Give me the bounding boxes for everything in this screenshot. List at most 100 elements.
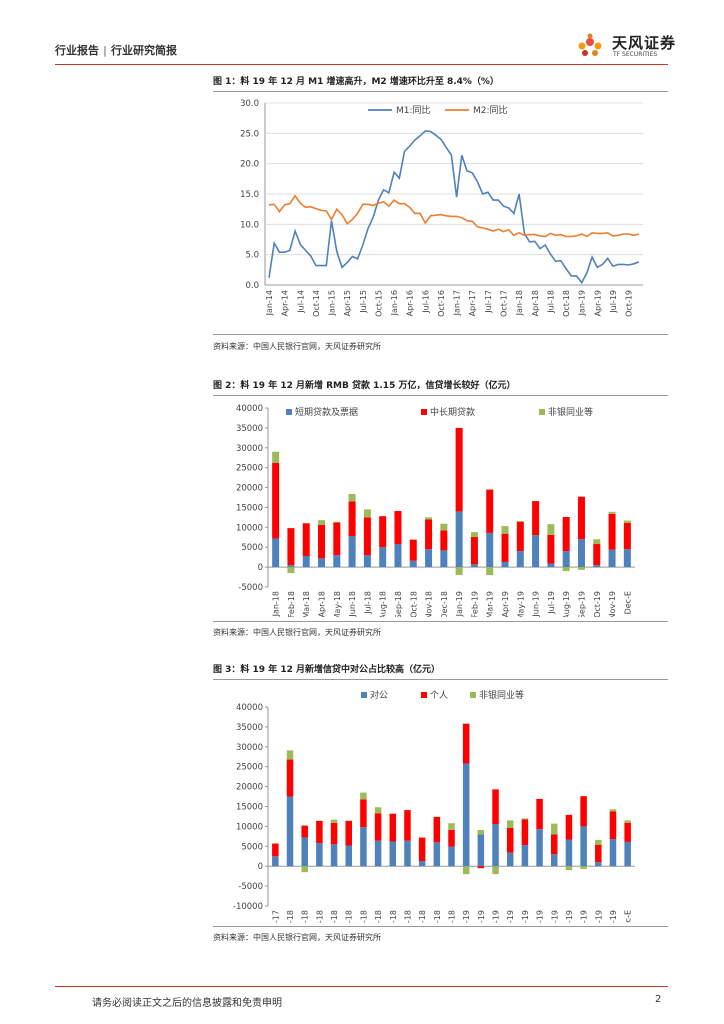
bar-segment (379, 516, 387, 548)
figure-2-bottom-rule (213, 621, 668, 622)
x-tick-label: Jun-19 (536, 910, 545, 923)
legend-swatch (361, 692, 367, 698)
y-tick-label: 5000 (241, 842, 263, 852)
x-tick-label: Jan-17 (453, 290, 462, 316)
y-tick-label: 10.0 (240, 220, 259, 230)
bar-segment (506, 820, 514, 828)
x-tick-label: Oct-14 (312, 290, 321, 317)
bar-segment (360, 827, 367, 867)
bar-segment (565, 839, 573, 867)
bar-segment (455, 567, 463, 576)
bar-segment (516, 520, 524, 522)
x-tick-label: Jul-15 (359, 290, 368, 314)
figure-1-bottom-rule (213, 334, 668, 335)
bar-segment (462, 866, 470, 875)
page-number: 2 (655, 994, 662, 1005)
x-tick-label: Feb-18 (301, 910, 310, 923)
bar-segment (470, 536, 478, 565)
bar-segment (608, 549, 616, 568)
bar-segment (516, 551, 524, 568)
x-tick-label: Dec-E (623, 591, 632, 614)
bar-segment (404, 810, 411, 841)
x-tick-label: Jul-19 (609, 290, 618, 314)
bar-segment (492, 866, 499, 875)
y-tick-label: 5.0 (245, 251, 259, 261)
x-tick-label: Dec-17 (271, 910, 280, 923)
legend-swatch (470, 692, 476, 698)
y-tick-label: 25.0 (240, 129, 259, 139)
bar-segment (486, 532, 494, 568)
bar-segment (301, 866, 308, 873)
x-tick-label: Jan-18 (515, 290, 524, 316)
x-tick-label: Jun-18 (359, 910, 368, 923)
bar-segment (547, 534, 555, 564)
figure-2-top-rule (213, 395, 668, 396)
legend-swatch (421, 409, 427, 415)
bar-segment (316, 843, 323, 867)
bar-segment (318, 558, 326, 568)
header-report-subtype: 行业研究简报 (111, 44, 178, 57)
x-tick-label: Apr-14 (281, 290, 290, 316)
bar-segment (595, 844, 602, 863)
x-tick-label: Oct-18 (562, 290, 571, 317)
bar-segment (286, 750, 294, 760)
bar-segment (516, 521, 524, 552)
y-tick-label: 25000 (236, 464, 263, 474)
bar-segment (547, 563, 555, 568)
figure-1-title: 图 1：料 19 年 12 月 M1 增速高升，M2 增速环比升至 8.4%（%… (213, 77, 499, 87)
bar-segment (470, 564, 478, 568)
x-tick-label: Oct-15 (374, 290, 383, 317)
bar-segment (272, 843, 279, 857)
bar-segment (501, 533, 509, 562)
x-tick-label: Jul-16 (421, 290, 430, 314)
y-tick-label: 30000 (236, 444, 263, 454)
bar-segment (330, 819, 338, 823)
x-tick-label: Dec-18 (440, 591, 449, 617)
x-tick-label: Jul-14 (296, 290, 305, 314)
bar-segment (425, 517, 433, 520)
y-tick-label: 10000 (236, 822, 263, 832)
legend-label: 非银同业等 (548, 406, 593, 418)
brand-flower-icon (578, 33, 602, 56)
bar-segment (595, 862, 602, 867)
legend-label: 对公 (370, 689, 388, 701)
x-tick-label: Nov-19 (609, 910, 618, 923)
bar-segment (404, 840, 411, 867)
bar-segment (477, 866, 485, 869)
bar-segment (272, 538, 280, 568)
figure-1-chart: 0.0 5.0 10.0 15.0 20.0 25.0 30.0 Jan-14 Apr-14 Ju… (240, 99, 643, 317)
x-tick-label: Sep-18 (394, 591, 403, 617)
x-tick-label: Apr-18 (330, 910, 339, 923)
y-tick-label: 40000 (236, 404, 263, 414)
bar-segment (501, 526, 509, 534)
y-tick-label: 30000 (236, 743, 263, 753)
bar-segment (333, 521, 341, 523)
bar-segment (425, 549, 433, 568)
bar-segment (301, 837, 308, 867)
y-tick-label: 25000 (236, 763, 263, 773)
bar-segment (363, 555, 371, 568)
bar-segment (551, 854, 558, 867)
bar-segment (521, 845, 529, 867)
bar-segment (562, 516, 570, 552)
legend-label: 非银同业等 (479, 689, 524, 701)
bar-segment (551, 823, 558, 835)
bar-segment (577, 567, 585, 570)
bar-segment (418, 861, 426, 867)
x-tick-label: Apr-18 (318, 591, 327, 617)
bar-segment (389, 813, 397, 842)
y-tick-label: 0 (258, 563, 263, 573)
bar-segment (272, 856, 279, 867)
bar-segment (551, 834, 558, 855)
x-tick-label: Oct-19 (593, 591, 602, 617)
bar-segment (302, 523, 310, 556)
bar-segment (394, 511, 402, 545)
bar-segment (333, 522, 341, 556)
y-tick-label: -5000 (238, 583, 263, 593)
x-tick-label: Jan-19 (462, 910, 471, 923)
bar-segment (330, 844, 338, 867)
legend-label: 中长期贷款 (430, 406, 475, 418)
bar-segment (448, 829, 455, 847)
series-line (268, 194, 640, 238)
bar-segment (348, 501, 356, 537)
